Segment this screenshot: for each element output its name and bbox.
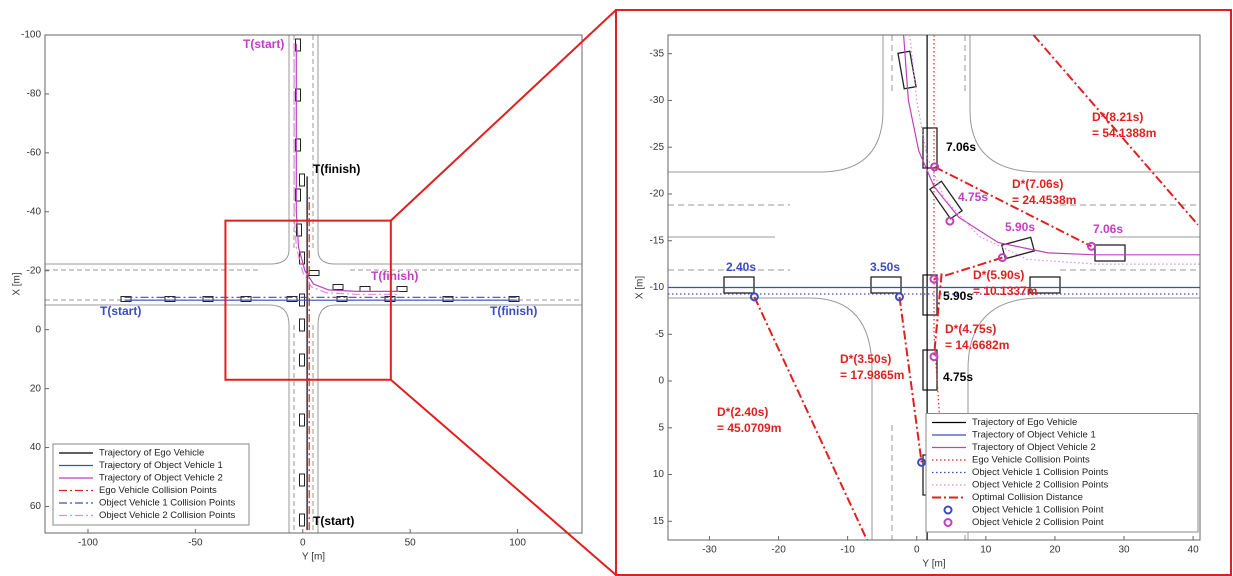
collision-point [1088,243,1095,250]
y-tick-label: -10 [650,282,665,293]
x-tick-label: -50 [188,538,203,549]
legend-label: Object Vehicle 2 Collision Points [972,480,1108,491]
vehicle [397,287,407,292]
y-tick-label: -20 [27,265,42,276]
x-tick-label: -100 [78,538,98,549]
collision-point [751,293,758,300]
vehicle [360,287,370,292]
x-axis-label: Y [m] [922,559,945,570]
x-tick-label: 100 [509,538,526,549]
annotation: 4.75s [958,190,988,204]
annotation: T(finish) [371,269,418,283]
vehicle [1095,245,1125,261]
legend-label: Object Vehicle 1 Collision Points [99,498,235,509]
annotation: = 17.9865m [840,368,904,382]
y-tick-label: -40 [27,206,42,217]
annotation: 5.90s [943,289,973,303]
y-tick-label: -20 [650,189,665,200]
y-tick-label: -35 [650,48,665,59]
x-tick-label: 50 [405,538,417,549]
y-tick-label: -30 [650,95,665,106]
vehicle [333,285,343,290]
vehicle [300,414,305,426]
annotation: = 10.1337m [973,284,1037,298]
annotation: = 45.0709m [717,421,781,435]
x-tick-label: 0 [300,538,306,549]
annotation: T(start) [313,514,354,528]
legend-label: Trajectory of Object Vehicle 2 [99,473,223,484]
x-tick-label: 10 [980,545,992,556]
y-tick-label: -25 [650,142,665,153]
annotation: D*(5.90s) [973,268,1024,282]
annotation: T(start) [100,304,141,318]
annotation: D*(8.21s) [1092,110,1143,124]
x-tick-label: 0 [914,545,920,556]
annotation: D*(4.75s) [945,322,996,336]
x-tick-label: 30 [1118,545,1130,556]
legend-label: Object Vehicle 1 Collision Points [972,467,1108,478]
legend-label: Trajectory of Ego Vehicle [972,417,1077,428]
y-axis-label: X [m] [635,276,646,300]
y-tick-label: 15 [653,516,665,527]
legend-label: Trajectory of Object Vehicle 2 [972,442,1096,453]
y-tick-label: 5 [658,422,664,433]
y-tick-label: 10 [653,469,665,480]
annotation: T(finish) [490,304,537,318]
annotation: = 24.4538m [1012,193,1076,207]
annotation: = 54.1388m [1092,126,1156,140]
legend-label: Trajectory of Object Vehicle 1 [972,430,1096,441]
annotation: 2.40s [726,260,756,274]
annotation: 7.06s [946,140,976,154]
annotation: D*(7.06s) [1012,177,1063,191]
legend-label: Object Vehicle 2 Collision Points [99,510,235,521]
annotation: = 14.6682m [945,338,1009,352]
y-tick-label: -15 [650,235,665,246]
y-tick-label: -80 [27,89,42,100]
annotation: 3.50s [870,260,900,274]
annotation: 4.75s [943,370,973,384]
y-tick-label: 0 [35,324,41,335]
x-tick-label: -30 [702,545,717,556]
vehicle [871,277,901,293]
annotation: 7.06s [1093,222,1123,236]
annotation: 5.90s [1005,220,1035,234]
y-tick-label: 60 [30,501,42,512]
y-tick-label: 0 [658,376,664,387]
legend-label: Trajectory of Ego Vehicle [99,448,204,459]
x-tick-label: -10 [840,545,855,556]
annotation: T(finish) [313,162,360,176]
vehicle [309,271,319,276]
figure: -100-50050100-100-80-60-40-200204060Y [m… [0,0,1233,576]
y-tick-label: 20 [30,383,42,394]
y-axis-label: X [m] [12,272,23,296]
vehicle [923,128,937,168]
y-tick-label: -5 [655,329,664,340]
annotation: T(start) [243,37,284,51]
legend-label: Trajectory of Object Vehicle 1 [99,460,223,471]
annotation: D*(2.40s) [717,405,768,419]
legend-label: Object Vehicle 1 Collision Point [972,505,1104,516]
x-tick-label: -20 [771,545,786,556]
legend-label: Object Vehicle 2 Collision Point [972,517,1104,528]
vehicle [300,354,305,366]
x-axis-label: Y [m] [302,552,325,563]
vehicle [300,514,305,526]
vehicle [724,277,754,293]
legend-label: Optimal Collision Distance [972,492,1083,503]
x-tick-label: 40 [1188,545,1200,556]
y-tick-label: -60 [27,148,42,159]
annotation: D*(3.50s) [840,352,891,366]
vehicle [1002,237,1035,258]
legend-label: Ego Vehicle Collision Points [99,485,217,496]
y-tick-label: -100 [21,30,41,41]
y-tick-label: 40 [30,442,42,453]
vehicle [300,174,305,186]
vehicle [300,474,305,486]
legend-label: Ego Vehicle Collision Points [972,455,1090,466]
vehicle [300,319,305,331]
x-tick-label: 20 [1049,545,1061,556]
